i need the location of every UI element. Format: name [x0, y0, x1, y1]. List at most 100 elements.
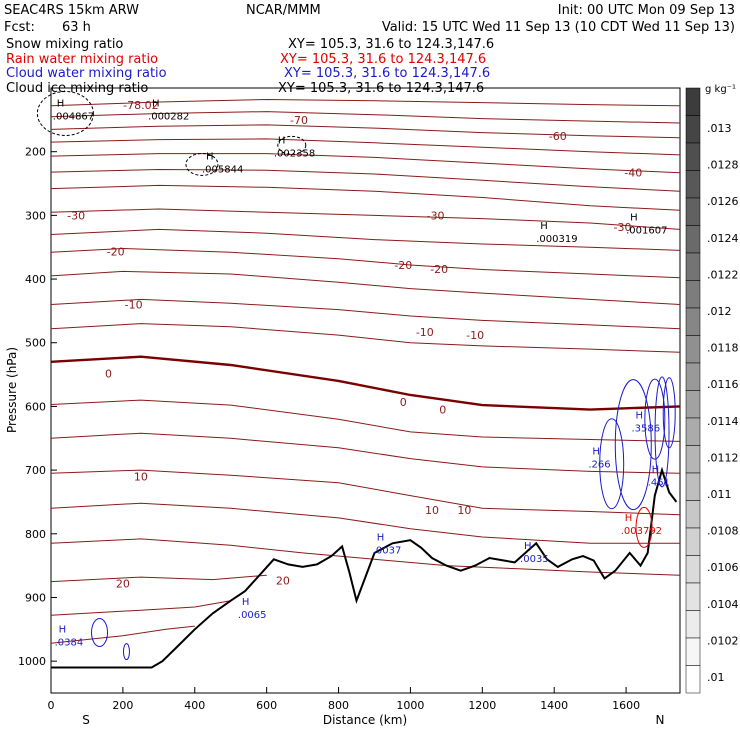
- maximum-value: .002358: [274, 149, 315, 160]
- x-tick-label: 400: [184, 699, 205, 712]
- colorbar-label: .01: [707, 671, 725, 684]
- cloud-water-contour: [654, 376, 670, 488]
- maximum-marker: H: [592, 446, 600, 457]
- isotherm-contours: [50, 98, 681, 644]
- colorbar-swatch: [685, 555, 701, 584]
- temperature-contour-label: -20: [107, 246, 125, 259]
- colorbar-label: .011: [707, 488, 732, 501]
- maximum-value: .000282: [148, 112, 189, 123]
- isotherm-line: [50, 600, 231, 616]
- colorbar-swatch: [685, 637, 701, 666]
- colorbar-swatch: [685, 197, 701, 226]
- cloud-water-contour: [122, 643, 130, 661]
- temperature-contour-label: -10: [416, 326, 434, 339]
- maximum-marker: H: [652, 465, 660, 476]
- temperature-labels: -78.02 -70 -60 -40 -30 -30 -30 -20 -20 -20 -10 -10 -…: [67, 99, 642, 590]
- y-tick-label: 900: [25, 591, 46, 604]
- plot-area: -78.02 -70 -60 -40 -30 -30 -30 -20 -20 -20 -10 -10 -…: [18, 87, 681, 712]
- maximum-marker: H: [630, 213, 638, 224]
- cloud-water-contour: [599, 418, 625, 510]
- colorbar-swatch: [685, 665, 701, 694]
- colorbar-swatch: [685, 87, 701, 116]
- temperature-contour-label: -30: [427, 209, 445, 222]
- isotherm-line: [50, 538, 681, 576]
- colorbar-label: .012: [707, 305, 732, 318]
- center-title: NCAR/MMM: [246, 3, 321, 18]
- temperature-contour-label: -40: [624, 167, 642, 180]
- cloud-water-contour: [644, 378, 666, 460]
- y-tick-label: 800: [25, 528, 46, 541]
- colorbar-label: .0114: [707, 415, 739, 428]
- colorbar-unit: g kg⁻¹: [705, 84, 736, 95]
- south-label: S: [82, 713, 90, 727]
- maximum-marker: H: [57, 99, 65, 110]
- maximum-marker: H: [524, 541, 532, 552]
- y-tick-label: 600: [25, 400, 46, 413]
- temperature-contour-label: 0: [439, 404, 446, 417]
- north-label: N: [656, 713, 665, 727]
- y-tick-label: 500: [25, 337, 46, 350]
- colorbar-label: .0118: [707, 342, 739, 355]
- x-tick-label: 1400: [540, 699, 568, 712]
- isotherm-line: [50, 574, 267, 583]
- maximum-value: .0035: [520, 554, 549, 565]
- snow-contour: [185, 152, 219, 176]
- isotherm-line: [50, 228, 681, 251]
- isotherm-line: [50, 399, 681, 442]
- colorbar-swatch: [685, 472, 701, 501]
- temperature-contour-label: 20: [116, 577, 130, 590]
- isotherm-line: [50, 298, 681, 330]
- maxima-labels: H .004867 H .000282 H .002358 H .005844 H .000319…: [53, 99, 670, 649]
- cloud-water-contour: [614, 379, 652, 511]
- colorbar-label: .0116: [707, 378, 739, 391]
- colorbar-swatch: [685, 252, 701, 281]
- maximum-value: .0384: [55, 638, 84, 649]
- isotherm-line: [50, 184, 681, 211]
- maximum-value: .461: [648, 478, 670, 489]
- field-rain-name: Rain water mixing ratio: [6, 52, 158, 67]
- colorbar-swatch: [685, 115, 701, 144]
- y-tick-label: 1000: [18, 655, 46, 668]
- maximum-value: .000319: [536, 234, 577, 245]
- field-cloudwater-xy: XY= 105.3, 31.6 to 124.3,147.6: [284, 66, 490, 81]
- colorbar-label: .0128: [707, 159, 739, 172]
- maximum-marker: H: [242, 597, 250, 608]
- temperature-contour-label: -78.02: [123, 99, 158, 112]
- isotherm-line: [50, 111, 681, 124]
- temperature-contour-label: -30: [614, 221, 632, 234]
- colorbar-swatch: [685, 417, 701, 446]
- maximum-value: .001607: [626, 226, 667, 237]
- terrain-layer: [51, 466, 678, 669]
- colorbar-swatch: [685, 445, 701, 474]
- maximum-marker: H: [625, 513, 633, 524]
- temperature-contour-label: -30: [67, 209, 85, 222]
- maximum-marker: H: [635, 411, 643, 422]
- cloud-water-contour: [91, 618, 109, 647]
- isotherm-line: [50, 469, 681, 516]
- field-snow-xy: XY= 105.3, 31.6 to 124.3,147.6: [288, 37, 494, 52]
- x-axis-label: Distance (km): [323, 713, 407, 727]
- isotherm-line: [50, 355, 681, 411]
- rain-contour: [635, 506, 653, 548]
- temperature-contour-label: 10: [425, 504, 439, 517]
- temperature-contour-label: -20: [430, 263, 448, 276]
- colorbar-swatch: [685, 610, 701, 639]
- maximum-marker: H: [152, 99, 160, 110]
- maximum-value: .0065: [238, 610, 267, 621]
- isotherm-line: [50, 138, 681, 156]
- colorbar-label: .013: [707, 122, 732, 135]
- colorbar-swatch: [685, 362, 701, 391]
- maximum-marker: H: [377, 532, 385, 543]
- maximum-value: .003792: [621, 526, 662, 537]
- maximum-value: .266: [588, 459, 610, 470]
- colorbar-label: .0102: [707, 634, 739, 647]
- isotherm-line: [50, 323, 681, 353]
- x-tick-label: 1000: [396, 699, 424, 712]
- isotherm-line: [50, 153, 681, 174]
- colorbar-label: .0126: [707, 195, 739, 208]
- maximum-marker: H: [59, 625, 67, 636]
- temperature-contour-label: -70: [290, 114, 308, 127]
- maximum-value: .005844: [202, 164, 243, 175]
- model-title: SEAC4RS 15km ARW: [4, 3, 139, 18]
